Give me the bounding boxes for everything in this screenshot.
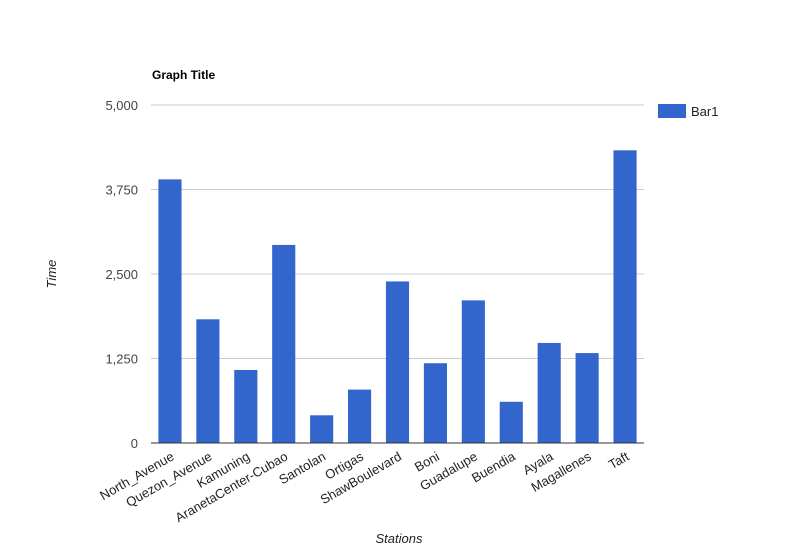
x-axis-ticks: North_AvenueQuezon_AvenueKamuningAraneta… [97, 448, 632, 525]
bar [537, 342, 561, 443]
y-axis-label: Time [44, 260, 59, 289]
bar [613, 150, 637, 444]
y-tick-label: 0 [131, 436, 138, 451]
bar [423, 363, 447, 443]
y-tick-label: 5,000 [105, 98, 138, 113]
bar [385, 281, 410, 443]
x-tick-label: Taft [606, 448, 632, 472]
y-tick-label: 3,750 [105, 183, 138, 198]
legend-label: Bar1 [691, 104, 718, 119]
bar [234, 369, 258, 443]
y-axis-ticks: 0 1,250 2,500 3,750 5,000 [105, 98, 138, 451]
legend-swatch [658, 104, 686, 118]
legend: Bar1 [658, 104, 718, 119]
y-tick-label: 1,250 [105, 352, 138, 367]
bar [310, 415, 334, 443]
bar [461, 300, 485, 443]
bar [196, 319, 220, 443]
bar [575, 353, 599, 443]
bar [348, 389, 372, 443]
bar [499, 401, 523, 443]
bar [272, 244, 296, 443]
chart-title: Graph Title [152, 68, 215, 82]
bars [158, 150, 637, 444]
y-tick-label: 2,500 [105, 267, 138, 282]
x-tick-label: Buendia [469, 448, 518, 485]
bar [158, 179, 182, 444]
x-axis-label: Stations [376, 531, 423, 546]
